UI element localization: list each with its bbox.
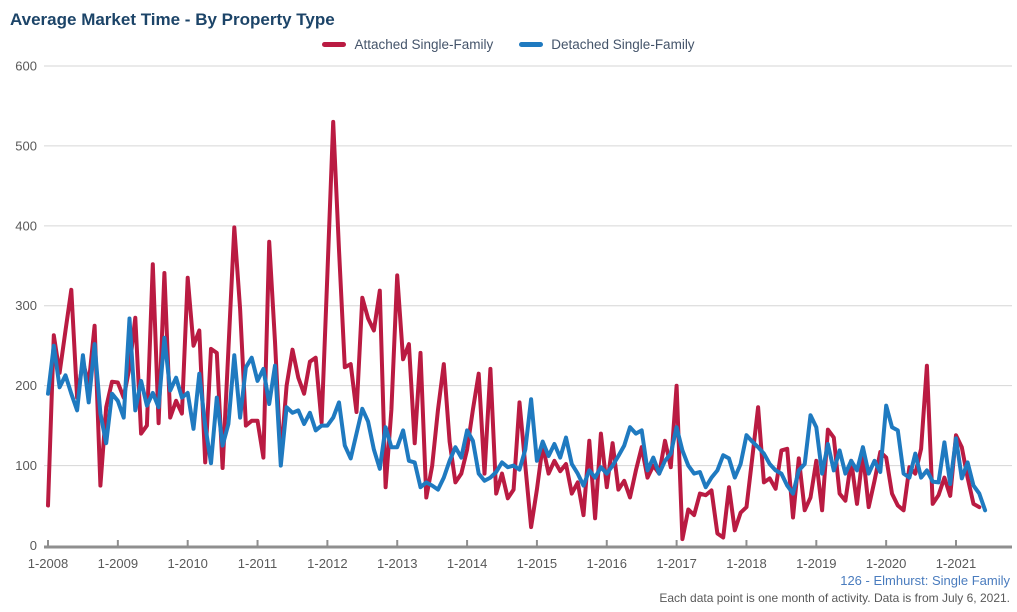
x-tick-label: 1-2015 [517,556,557,571]
x-tick-label: 1-2018 [726,556,766,571]
series-line-detached-single-family[interactable] [46,316,988,513]
x-tick-label: 1-2013 [377,556,417,571]
y-tick-label: 0 [30,538,37,553]
x-tick-label: 1-2021 [936,556,976,571]
x-tick-label: 1-2020 [866,556,906,571]
series-line-attached-single-family[interactable] [46,119,982,542]
x-tick-label: 1-2016 [587,556,627,571]
footer-note: Each data point is one month of activity… [659,591,1010,605]
legend-item-detached[interactable]: Detached Single-Family [519,37,695,52]
x-tick-label: 1-2009 [98,556,138,571]
legend-swatch-icon [322,42,347,47]
y-tick-label: 300 [15,298,37,313]
legend-item-attached[interactable]: Attached Single-Family [322,37,493,52]
legend-item-label: Detached Single-Family [551,37,695,52]
y-tick-label: 200 [15,378,37,393]
y-tick-label: 500 [15,138,37,153]
legend-item-label: Attached Single-Family [354,37,494,52]
x-tick-label: 1-2012 [307,556,347,571]
y-tick-label: 100 [15,458,37,473]
x-tick-label: 1-2011 [238,556,278,571]
x-tick-label: 1-2010 [167,556,207,571]
legend-swatch-icon [519,42,544,47]
x-tick-label: 1-2019 [796,556,836,571]
y-tick-label: 400 [15,218,37,233]
x-tick-label: 1-2008 [28,556,68,571]
chart-title: Average Market Time - By Property Type [10,10,335,29]
chart-legend: Attached Single-Family Detached Single-Fa… [0,37,1017,52]
x-tick-label: 1-2017 [656,556,696,571]
y-tick-label: 600 [15,58,37,73]
x-tick-label: 1-2014 [447,556,487,571]
footer-source-label: 126 - Elmhurst: Single Family [840,573,1010,588]
